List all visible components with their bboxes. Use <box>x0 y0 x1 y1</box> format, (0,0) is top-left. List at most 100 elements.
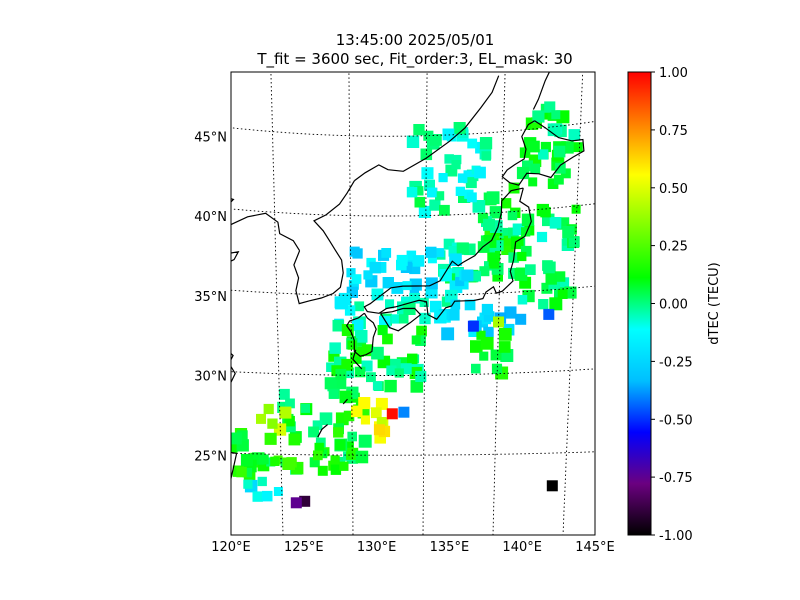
dtec-cell <box>425 277 438 290</box>
chart-title: 13:45:00 2025/05/01 <box>335 31 495 49</box>
dtec-cell <box>540 206 551 218</box>
coastline <box>231 251 240 262</box>
dtec-cell <box>407 353 418 365</box>
dtec-cell <box>411 335 421 345</box>
lon-tick-label: 130°E <box>357 540 397 555</box>
dtec-cell <box>263 403 274 415</box>
dtec-cell <box>512 223 525 236</box>
dtec-cell <box>429 199 441 211</box>
dtec-cell <box>525 264 536 275</box>
dtec-cell <box>377 325 388 336</box>
dtec-cell <box>257 476 267 487</box>
dtec-cell <box>483 326 494 338</box>
dtec-cell <box>549 297 563 311</box>
dtec-point <box>299 495 311 507</box>
dtec-cell <box>308 426 319 438</box>
coastline <box>342 398 348 405</box>
dtec-cell <box>415 370 427 382</box>
dtec-point <box>546 480 558 492</box>
dtec-cell <box>516 166 530 180</box>
dtec-cell <box>553 145 566 158</box>
dtec-point <box>543 308 555 320</box>
dtec-cell <box>414 186 424 196</box>
dtec-cell <box>358 397 371 410</box>
dtec-cell <box>451 160 461 170</box>
dtec-cell <box>374 432 386 444</box>
dtec-cell <box>236 466 247 478</box>
dtec-cell <box>508 182 520 194</box>
dtec-cell <box>314 442 324 453</box>
dtec-cell <box>406 186 418 198</box>
dtec-cell <box>491 263 504 275</box>
dtec-cell <box>479 137 493 150</box>
dtec-cell <box>348 279 359 290</box>
dtec-cell <box>530 163 541 174</box>
dtec-cell <box>218 435 229 446</box>
colorbar-label: dTEC (TECU) <box>707 262 722 345</box>
dtec-cell <box>538 299 549 310</box>
dtec-cell <box>318 449 328 459</box>
dtec-cell <box>217 468 226 477</box>
lon-tick-label: 145°E <box>575 540 615 555</box>
dtec-cell <box>470 271 481 282</box>
coastline <box>317 424 328 438</box>
dtec-cell <box>419 297 429 307</box>
dtec-cell <box>441 327 455 341</box>
dtec-cell <box>339 461 349 471</box>
dtec-cell <box>231 442 238 453</box>
dtec-cell <box>517 295 528 305</box>
dtec-cell <box>352 319 364 331</box>
dtec-cell <box>532 110 545 123</box>
dtec-cell <box>406 250 417 261</box>
dtec-cell <box>447 308 460 321</box>
colorbar-tick-label: 0.50 <box>659 182 688 197</box>
dtec-cell <box>442 128 455 141</box>
dtec-cell <box>335 368 347 380</box>
lat-tick-label: 30°N <box>194 370 227 385</box>
dtec-cell <box>243 479 253 489</box>
dtec-cell <box>285 421 296 433</box>
coastline <box>352 349 363 370</box>
dtec-cell <box>481 151 491 161</box>
lat-tick-label: 40°N <box>194 210 227 225</box>
dtec-cell <box>423 130 434 141</box>
dtec-cell <box>452 154 462 165</box>
coastline <box>293 180 356 305</box>
dtec-cell <box>270 456 280 466</box>
dtec-cell <box>418 205 431 218</box>
dtec-cell <box>398 313 409 324</box>
dtec-cell <box>332 319 345 332</box>
dtec-cell <box>330 464 342 475</box>
dtec-cell <box>514 268 528 281</box>
dtec-cell <box>522 160 533 172</box>
dtec-cell <box>313 450 323 461</box>
dtec-cell <box>554 271 566 282</box>
dtec-cell <box>435 248 445 258</box>
dtec-cell <box>317 465 328 476</box>
colorbar-tick-label: 0.25 <box>659 240 688 255</box>
dtec-cell <box>351 405 363 418</box>
lon-tick-label: 140°E <box>502 540 542 555</box>
dtec-point <box>515 313 527 325</box>
dtec-cell <box>498 328 512 341</box>
dtec-point <box>467 320 479 332</box>
dtec-cell <box>425 286 438 299</box>
coastline <box>231 198 301 252</box>
dtec-cell <box>330 455 340 465</box>
dtec-cell <box>572 142 583 153</box>
dtec-cell <box>557 277 570 289</box>
colorbar-tick-label: -0.25 <box>659 355 693 370</box>
dtec-cell <box>366 372 376 383</box>
colorbar-tick-label: -0.75 <box>659 471 693 486</box>
dtec-cell <box>410 380 424 393</box>
dtec-cell <box>414 196 426 208</box>
dtec-cell <box>242 467 253 478</box>
dtec-cell <box>334 377 347 390</box>
dtec-cell <box>351 274 362 284</box>
colorbar-tick-label: 0.00 <box>659 298 688 313</box>
dtec-cell <box>508 267 520 279</box>
dtec-cell <box>545 273 557 285</box>
dtec-cell <box>445 164 458 177</box>
dtec-cell <box>361 360 373 372</box>
lon-tick-label: 125°E <box>284 540 324 555</box>
